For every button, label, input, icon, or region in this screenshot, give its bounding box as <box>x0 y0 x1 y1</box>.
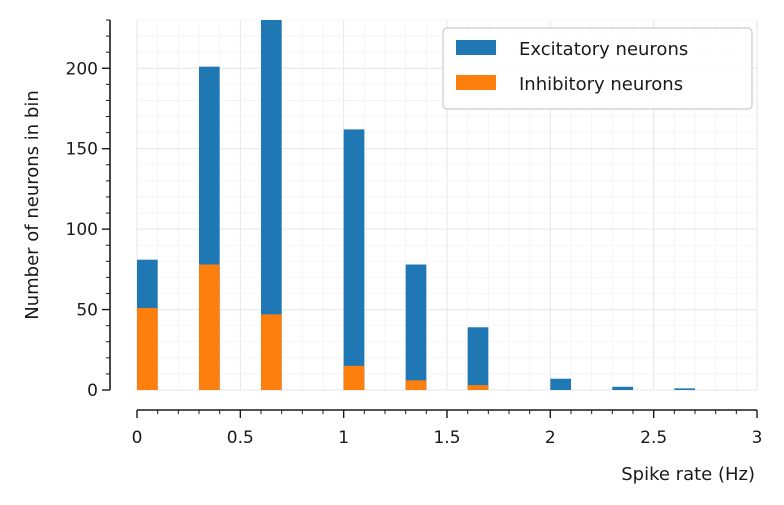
x-tick-label: 1.5 <box>433 428 460 448</box>
legend-frame <box>442 27 753 110</box>
y-tick-label: 150 <box>66 140 98 160</box>
x-tick-label: 0 <box>132 428 143 448</box>
excitatory-bar <box>405 264 427 390</box>
inhibitory-bar <box>199 264 220 390</box>
excitatory-bar <box>612 386 633 390</box>
y-tick-label: 0 <box>87 381 98 401</box>
legend: Excitatory neurons Inhibitory neurons <box>442 27 753 110</box>
excitatory-bar <box>343 129 365 391</box>
x-tick-label: 2.5 <box>640 428 667 448</box>
excitatory-bar <box>674 388 695 390</box>
excitatory-bar <box>467 327 489 390</box>
x-axis-label: Spike rate (Hz) <box>621 464 755 485</box>
inhibitory-bar <box>261 314 282 390</box>
x-tick-label: 2 <box>545 428 556 448</box>
y-tick-label: 200 <box>66 59 98 79</box>
inhibitory-bar <box>343 365 365 390</box>
legend-swatch-excitatory <box>456 40 496 55</box>
x-tick-label: 1 <box>338 428 349 448</box>
x-tick-label: 0.5 <box>227 428 254 448</box>
inhibitory-bar <box>137 307 158 390</box>
legend-label-inhibitory: Inhibitory neurons <box>519 74 683 95</box>
excitatory-bar <box>261 20 282 390</box>
excitatory-bar <box>550 378 571 390</box>
inhibitory-bar <box>405 380 427 390</box>
y-tick-label: 100 <box>66 220 98 240</box>
inhibitory-bar <box>467 385 489 390</box>
y-axis-label: Number of neurons in bin <box>22 90 43 319</box>
legend-swatch-inhibitory <box>456 75 496 90</box>
bars <box>137 20 695 391</box>
legend-label-excitatory: Excitatory neurons <box>519 39 688 60</box>
ticks: 0 50 100 150 200 0 0.5 1 1.5 2 2.5 3 <box>66 19 763 448</box>
x-tick-label: 3 <box>752 428 763 448</box>
y-tick-label: 50 <box>76 301 98 321</box>
